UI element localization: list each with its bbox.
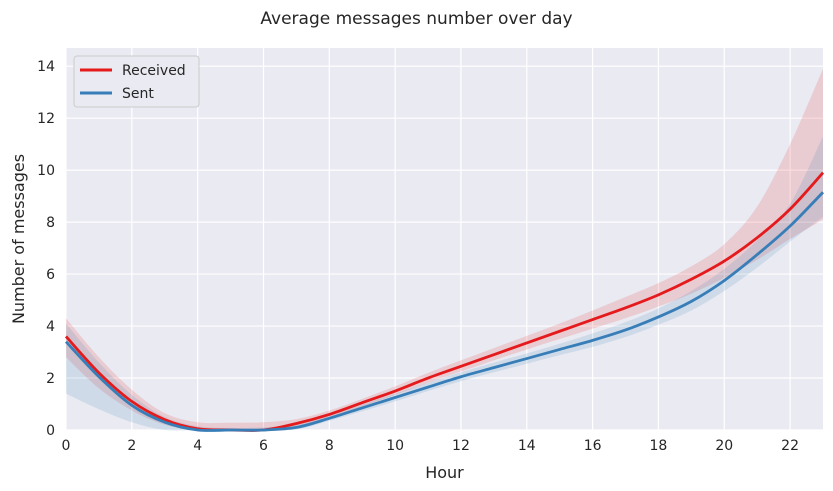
y-axis-label: Number of messages — [9, 154, 28, 324]
x-tick-label: 10 — [386, 438, 404, 454]
chart-title: Average messages number over day — [260, 9, 572, 29]
y-tick-label: 2 — [46, 371, 55, 387]
x-tick-label: 6 — [259, 438, 268, 454]
x-tick-label: 14 — [518, 438, 536, 454]
grid — [65, 48, 823, 431]
x-tick-label: 12 — [452, 438, 470, 454]
y-tick-label: 0 — [46, 423, 55, 439]
legend-label-received: Received — [122, 63, 186, 79]
x-tick-label: 4 — [193, 438, 202, 454]
x-axis-label: Hour — [425, 463, 464, 482]
y-tick-label: 14 — [37, 59, 55, 75]
x-tick-label: 2 — [127, 438, 136, 454]
series-lines — [64, 171, 825, 432]
y-tick-label: 8 — [46, 215, 55, 231]
series-line-received — [64, 171, 825, 432]
y-tick-label: 10 — [37, 163, 55, 179]
x-tick-label: 8 — [325, 438, 334, 454]
plot-area — [66, 48, 823, 430]
y-tick-label: 4 — [46, 319, 55, 335]
y-axis-ticks: 0 2 4 6 8 10 12 14 — [37, 59, 55, 439]
x-tick-label: 18 — [650, 438, 668, 454]
x-tick-label: 20 — [715, 438, 733, 454]
y-tick-label: 6 — [46, 267, 55, 283]
legend: Received Sent — [73, 55, 200, 108]
series-line-sent — [64, 191, 825, 432]
x-tick-label: 0 — [62, 438, 71, 454]
x-tick-label: 16 — [584, 438, 602, 454]
legend-label-sent: Sent — [122, 86, 154, 102]
y-tick-label: 12 — [37, 111, 55, 127]
x-axis-ticks: 0 2 4 6 8 10 12 14 16 18 20 22 — [62, 438, 799, 454]
x-tick-label: 22 — [781, 438, 799, 454]
